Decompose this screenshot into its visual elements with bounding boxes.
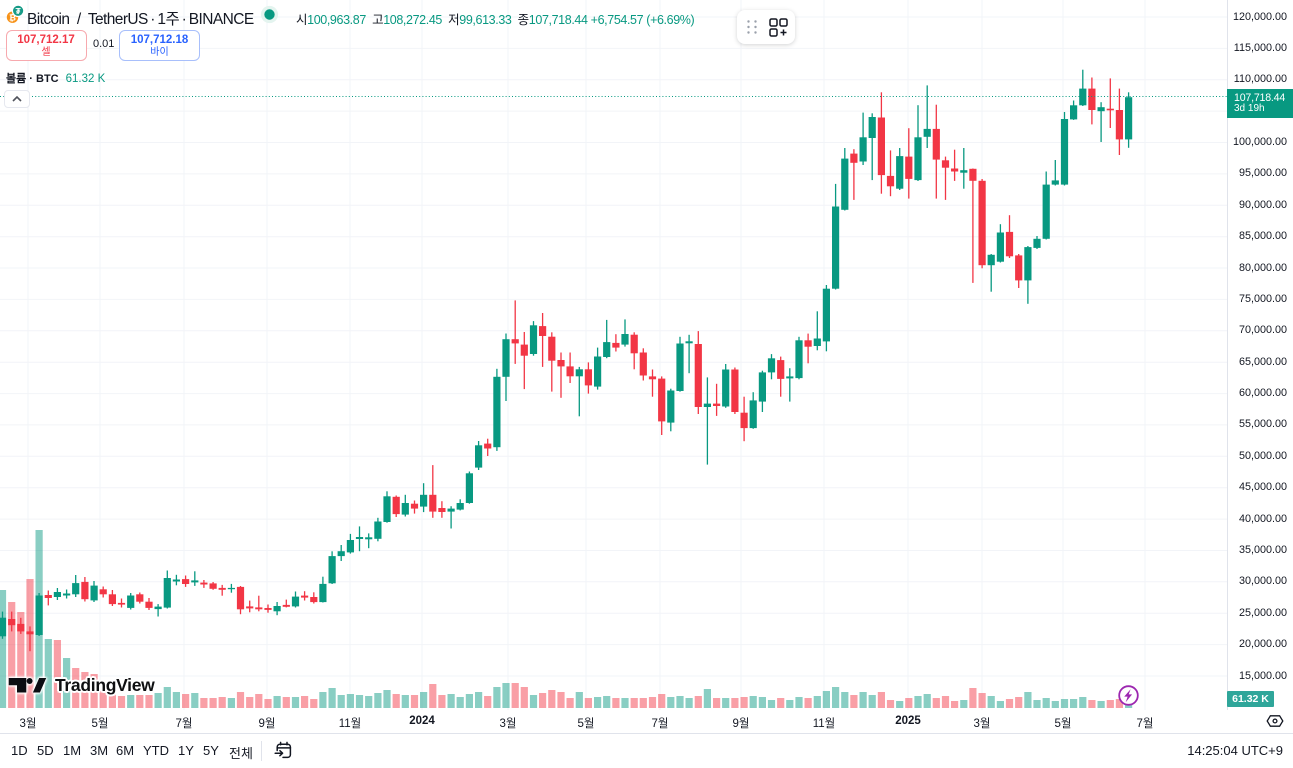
svg-text:₿: ₿ bbox=[9, 13, 16, 23]
svg-text:₮: ₮ bbox=[15, 6, 21, 16]
